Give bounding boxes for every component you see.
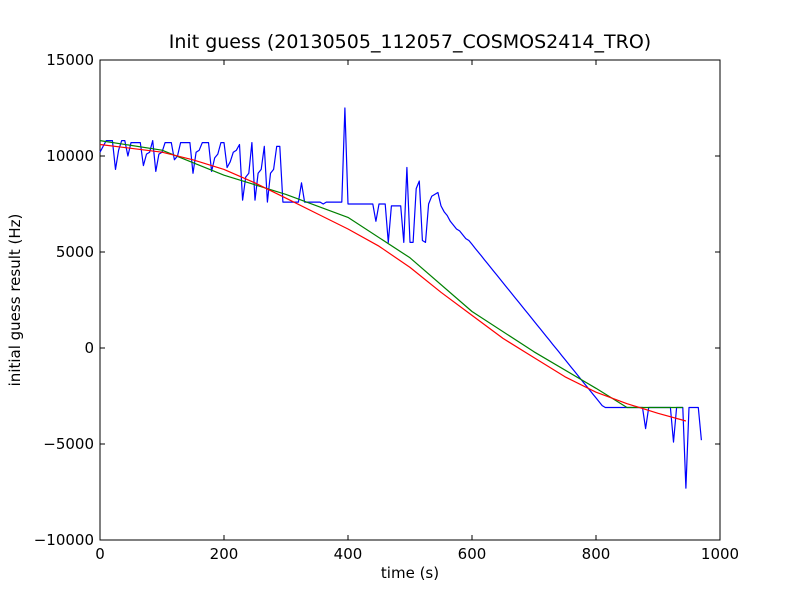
x-axis-label: time (s) <box>381 564 439 582</box>
ticks-layer: 0 200 400 600 800 1000 −10000 −5000 0 5000 10000 15… <box>34 51 739 563</box>
x-tick-label-0: 0 <box>95 545 105 563</box>
x-tick-label-4: 800 <box>582 545 611 563</box>
series-line-1 <box>99 107 702 489</box>
x-tick-label-5: 1000 <box>701 545 739 563</box>
y-tick-label-4: 10000 <box>46 147 94 165</box>
series-layer <box>99 107 702 489</box>
y-tick-label-5: 15000 <box>46 51 94 69</box>
y-tick-label-0: −10000 <box>34 531 94 549</box>
y-tick-label-3: 5000 <box>56 243 94 261</box>
series-line-3 <box>99 143 687 422</box>
y-axis-label: initial guess result (Hz) <box>6 214 24 387</box>
plot-frame <box>99 59 721 541</box>
x-tick-label-3: 600 <box>458 545 487 563</box>
series-line-2 <box>99 140 683 409</box>
x-tick-label-1: 200 <box>210 545 239 563</box>
chart-title: Init guess (20130505_112057_COSMOS2414_T… <box>169 31 651 53</box>
y-tick-label-1: −5000 <box>43 435 94 453</box>
y-tick-label-2: 0 <box>84 339 94 357</box>
x-tick-label-2: 400 <box>334 545 363 563</box>
